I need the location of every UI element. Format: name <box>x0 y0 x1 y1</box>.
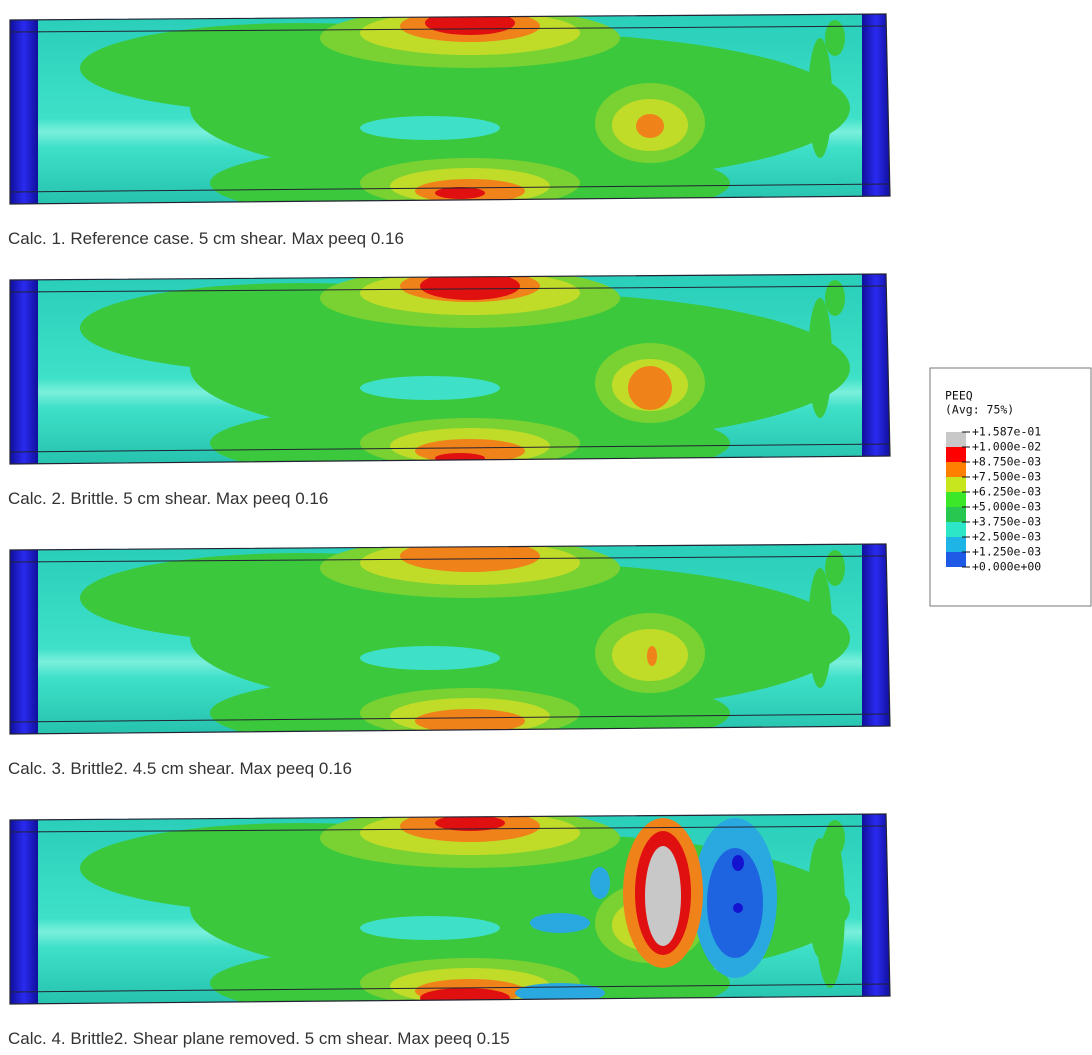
legend-swatch <box>946 462 966 477</box>
end-cap <box>10 538 38 738</box>
legend-swatch <box>946 522 966 537</box>
contour-band <box>435 453 485 463</box>
contour-band <box>825 20 845 56</box>
contour-band <box>515 983 605 1003</box>
figure: PEEQ (Avg: 75%) Calc. 1. Reference case.… <box>0 0 1092 1055</box>
caption: Calc. 2. Brittle. 5 cm shear. Max peeq 0… <box>8 489 328 508</box>
contour-band <box>636 114 664 138</box>
legend-title: PEEQ <box>945 389 973 403</box>
end-cap <box>10 808 38 1008</box>
contour-band <box>808 298 832 418</box>
contour-band <box>645 846 681 946</box>
contour-band <box>360 376 500 400</box>
legend-label: +5.000e-03 <box>972 500 1041 514</box>
contour-band <box>420 988 510 1008</box>
legend-swatch <box>946 552 966 567</box>
legend-swatch <box>946 492 966 507</box>
legend-swatch <box>946 537 966 552</box>
contour-band <box>815 828 845 988</box>
contour-band <box>732 855 744 871</box>
legend-label: +6.250e-03 <box>972 485 1041 499</box>
legend-subtitle: (Avg: 75%) <box>945 403 1014 417</box>
end-cap <box>10 268 38 468</box>
contour-band <box>628 366 672 410</box>
end-cap <box>862 268 890 468</box>
caption: Calc. 3. Brittle2. 4.5 cm shear. Max pee… <box>8 759 352 778</box>
contour-plot <box>10 538 890 753</box>
contour-band <box>400 540 540 572</box>
legend-swatch <box>946 477 966 492</box>
contour-band <box>825 280 845 316</box>
contour-band <box>825 550 845 586</box>
legend-swatch <box>946 432 966 447</box>
contour-band <box>360 646 500 670</box>
contour-band <box>808 568 832 688</box>
contour-band <box>808 38 832 158</box>
caption: Calc. 1. Reference case. 5 cm shear. Max… <box>8 229 404 248</box>
end-cap <box>862 8 890 208</box>
contour-plot <box>10 268 890 483</box>
legend-label: +8.750e-03 <box>972 455 1041 469</box>
end-cap <box>10 8 38 208</box>
legend-label: +3.750e-03 <box>972 515 1041 529</box>
legend-label: +0.000e+00 <box>972 560 1041 574</box>
contour-band <box>590 867 610 899</box>
legend-swatch <box>946 507 966 522</box>
legend-swatch <box>946 447 966 462</box>
contour-band <box>647 646 657 666</box>
page: PEEQ (Avg: 75%) Calc. 1. Reference case.… <box>0 0 1092 1055</box>
end-cap <box>862 808 890 1008</box>
contour-band <box>425 11 515 35</box>
legend-label: +1.250e-03 <box>972 545 1041 559</box>
end-cap <box>862 538 890 738</box>
legend-label: +7.500e-03 <box>972 470 1041 484</box>
contour-band <box>360 116 500 140</box>
contour-plot <box>10 8 890 223</box>
contour-band <box>435 187 485 199</box>
contour-band <box>360 916 500 940</box>
legend-label: +1.587e-01 <box>972 425 1041 439</box>
contour-band <box>733 903 743 913</box>
contour-plot <box>10 808 890 1023</box>
legend-label: +2.500e-03 <box>972 530 1041 544</box>
legend-label: +1.000e-02 <box>972 440 1041 454</box>
caption: Calc. 4. Brittle2. Shear plane removed. … <box>8 1029 510 1048</box>
contour-band <box>530 913 590 933</box>
